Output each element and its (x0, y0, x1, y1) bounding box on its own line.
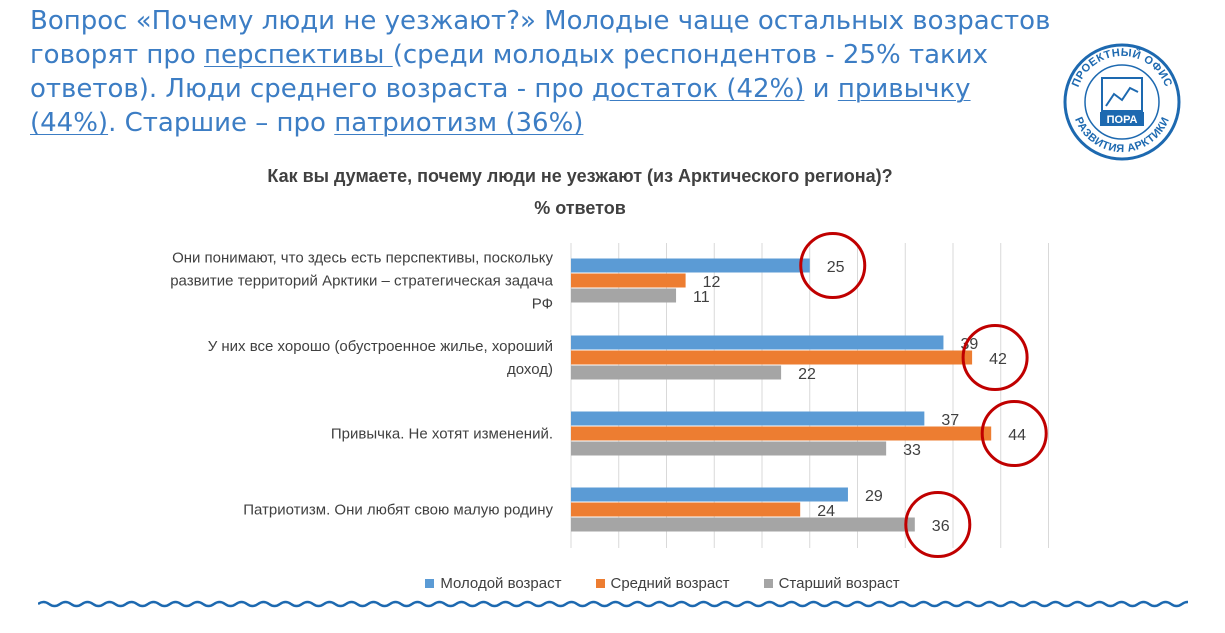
data-label: 29 (865, 488, 883, 505)
data-label: 36 (932, 518, 950, 535)
bar (571, 273, 686, 288)
data-label: 11 (693, 289, 710, 306)
legend-swatch (763, 579, 773, 588)
data-label: 25 (827, 259, 845, 276)
data-label: 44 (1008, 427, 1026, 444)
data-label: 42 (989, 351, 1007, 368)
legend-item: Молодой возраст (425, 575, 562, 592)
highlight-circle (799, 232, 867, 299)
category-label: Привычка. Не хотят изменений. (331, 426, 553, 443)
legend-item: Средний возраст (595, 575, 730, 592)
data-label: 37 (941, 412, 959, 429)
bar (571, 487, 848, 502)
legend-swatch (425, 579, 435, 588)
bar (571, 502, 801, 517)
headline-text-1: Вопрос «Почему люди не уезжают?» Молодые… (30, 6, 1051, 70)
headline-underlined-prospects: перспективы (204, 40, 393, 70)
category-label: Патриотизм. Они любят свою малую родину (243, 502, 553, 519)
bar (571, 288, 677, 303)
slide-headline: Вопрос «Почему люди не уезжают?» Молодые… (30, 4, 1060, 140)
category-label-line: Привычка. Не хотят изменений. (331, 426, 553, 443)
headline-underlined-wealth: достаток (42%) (592, 74, 805, 104)
category-label-line: Патриотизм. Они любят свою малую родину (243, 502, 553, 519)
bar (571, 258, 810, 273)
category-label: Они понимают, что здесь есть перспективы… (170, 250, 553, 313)
category-label-line: Они понимают, что здесь есть перспективы… (172, 250, 553, 267)
legend-label: Средний возраст (610, 575, 730, 592)
bar (571, 350, 973, 365)
category-label-line: РФ (532, 296, 553, 313)
chart-subtitle: % ответов (534, 198, 626, 218)
category-label-line: У них все хорошо (обустроенное жилье, хо… (208, 338, 553, 355)
data-label: 22 (798, 366, 816, 383)
highlight-circle (961, 324, 1029, 391)
bar (571, 365, 782, 380)
headline-text-2: (среди молодых респондентов - 25% таких … (30, 40, 989, 104)
data-label: 24 (817, 503, 835, 520)
headline-underlined-patriotism: патриотизм (36%) (334, 108, 584, 138)
category-label: У них все хорошо (обустроенное жилье, хо… (208, 338, 553, 378)
headline-text-3: и (804, 74, 838, 104)
decorative-wave-line (38, 600, 1188, 608)
data-label: 12 (703, 274, 721, 291)
chart-title: Как вы думаете, почему люди не уезжают (… (267, 166, 893, 186)
legend-swatch (595, 579, 605, 588)
bar (571, 335, 944, 350)
headline-underlined-habit: привычку (44%) (30, 74, 971, 138)
legend-label: Старший возраст (778, 575, 900, 592)
legend-label: Молодой возраст (440, 575, 562, 592)
legend-item: Старший возраст (763, 575, 900, 592)
project-office-logo: ПРОЕКТНЫЙ ОФИС РАЗВИТИЯ АРКТИКИ ПОРА (1063, 43, 1181, 161)
bar (571, 411, 925, 426)
chart-legend: Молодой возраст Средний возраст Старший во… (0, 575, 1225, 592)
bar (571, 426, 992, 441)
category-label-line: доход) (507, 361, 553, 378)
data-label: 33 (903, 442, 921, 459)
highlight-circle (904, 491, 972, 558)
category-label-line: развитие территорий Арктики – стратегиче… (170, 273, 553, 290)
bar (571, 517, 915, 532)
logo-chart-icon (1105, 86, 1139, 107)
highlight-circle (980, 400, 1048, 467)
logo-center-text: ПОРА (1107, 114, 1138, 126)
bar (571, 441, 887, 456)
headline-text-4: . Старшие – про (108, 108, 335, 138)
